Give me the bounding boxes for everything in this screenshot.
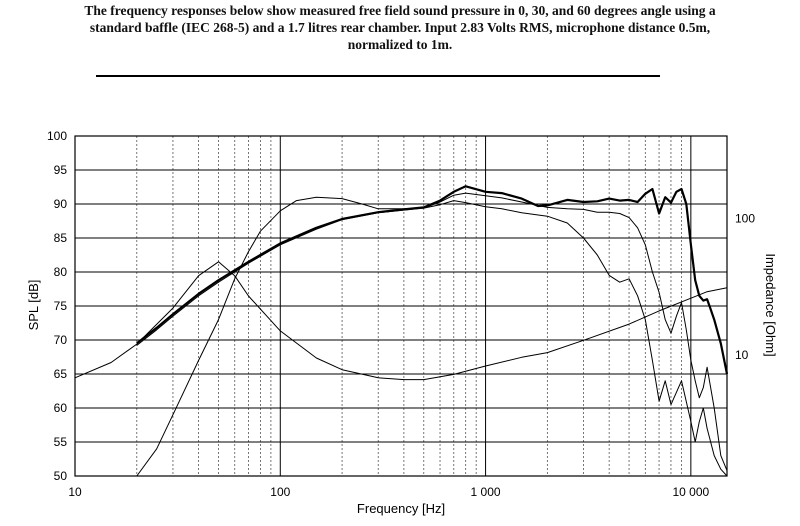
y-tick-label: 60 xyxy=(54,401,68,415)
y-tick-label: 50 xyxy=(54,469,68,483)
y-axis-label: SPL [dB] xyxy=(26,280,41,331)
y2-axis-label: Impedance [Ohm] xyxy=(763,253,778,356)
x-tick-label: 100 xyxy=(270,485,290,499)
y-tick-label: 65 xyxy=(54,367,68,381)
caption-divider xyxy=(96,75,660,77)
chart-series xyxy=(74,185,729,477)
series-line-spl_30deg xyxy=(136,192,728,471)
x-tick-label: 1 000 xyxy=(471,485,501,499)
y-tick-label: 85 xyxy=(54,231,68,245)
y2-tick-label: 100 xyxy=(735,211,755,225)
caption-line-1: The frequency responses below show measu… xyxy=(84,3,716,18)
y-tick-label: 95 xyxy=(54,163,68,177)
y2-tick-label: 10 xyxy=(735,348,749,362)
figure-caption: The frequency responses below show measu… xyxy=(0,2,800,53)
y-tick-label: 80 xyxy=(54,265,68,279)
plot-frame xyxy=(74,135,728,477)
chart-grid xyxy=(75,136,727,476)
x-tick-label: 10 xyxy=(68,485,82,499)
x-axis-label: Frequency [Hz] xyxy=(357,501,445,516)
y-tick-label: 70 xyxy=(54,333,68,347)
y-tick-label: 90 xyxy=(54,197,68,211)
series-line-spl_60deg xyxy=(136,196,728,477)
caption-line-2: standard baffle (IEC 268-5) and a 1.7 li… xyxy=(89,20,711,35)
caption-line-3: normalized to 1m. xyxy=(347,37,453,52)
series-line-impedance xyxy=(74,261,728,381)
y-tick-label: 100 xyxy=(47,129,67,143)
y-tick-label: 55 xyxy=(54,435,68,449)
chart-ticks: 10 100 1 000 10 000 50 55 60 65 70 75 80 85 90 95 100 1… xyxy=(47,129,755,499)
x-tick-label: 10 000 xyxy=(672,485,709,499)
series-line-spl_0deg xyxy=(136,185,729,375)
y-tick-label: 75 xyxy=(54,299,68,313)
